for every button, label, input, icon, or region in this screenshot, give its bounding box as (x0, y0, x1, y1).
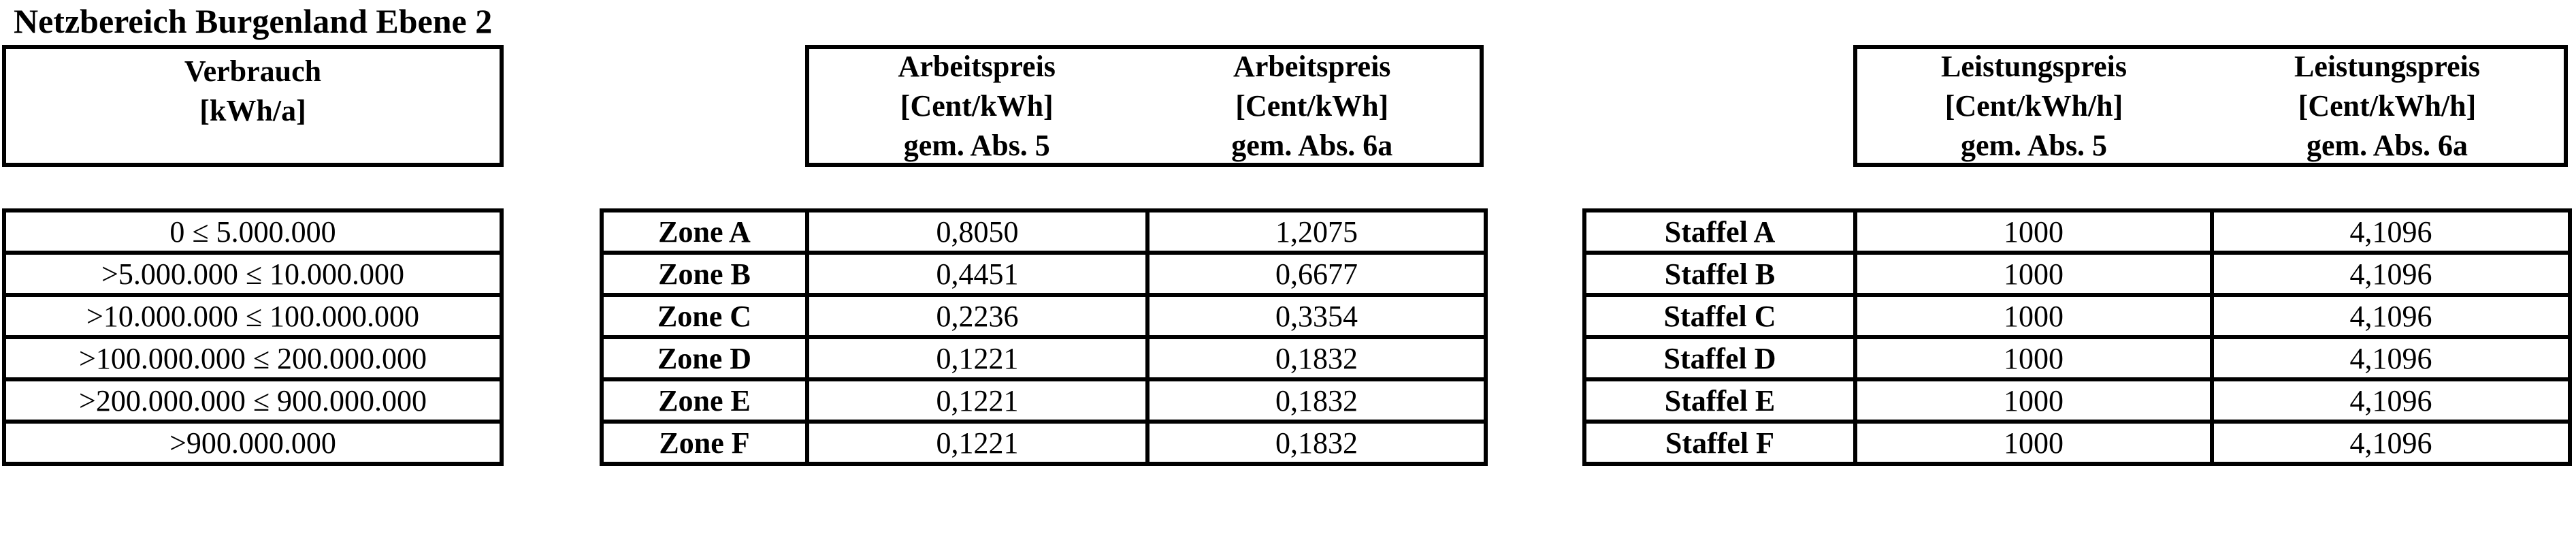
table-row: Zone A 0,8050 1,2075 (600, 208, 1488, 255)
table-row: >900.000.000 (2, 420, 504, 466)
table-row: Staffel B 1000 4,1096 (1582, 251, 2572, 297)
capacity-price-abs6a-cell: 4,1096 (2210, 251, 2572, 297)
staffel-label-cell: Staffel F (1582, 420, 1857, 466)
zone-label-cell: Zone E (600, 377, 809, 424)
header-ref: gem. Abs. 6a (2306, 128, 2468, 162)
zone-label-cell: Zone C (600, 293, 809, 339)
table-row: Staffel E 1000 4,1096 (1582, 377, 2572, 424)
energy-price-abs5-cell: 0,8050 (805, 208, 1150, 255)
consumption-range-cell: >100.000.000 ≤ 200.000.000 (2, 335, 504, 381)
capacity-price-abs6a-cell: 4,1096 (2210, 293, 2572, 339)
header-unit: [Cent/kWh/h] (2298, 89, 2477, 123)
consumption-header-unit: [kWh/a] (199, 94, 306, 127)
table-row: >200.000.000 ≤ 900.000.000 (2, 377, 504, 424)
table-row: Zone C 0,2236 0,3354 (600, 293, 1488, 339)
capacity-price-abs5-cell: 1000 (1853, 293, 2214, 339)
header-ref: gem. Abs. 6a (1231, 128, 1393, 162)
capacity-price-abs6a-cell: 4,1096 (2210, 335, 2572, 381)
consumption-header-name: Verbrauch (184, 54, 322, 88)
table-row: >5.000.000 ≤ 10.000.000 (2, 251, 504, 297)
energy-price-abs6a-cell: 0,3354 (1145, 293, 1488, 339)
page-title: Netzbereich Burgenland Ebene 2 (14, 2, 493, 40)
header-unit: [Cent/kWh] (1235, 89, 1389, 123)
header-ref: gem. Abs. 5 (1960, 128, 2108, 162)
energy-price-abs5-cell: 0,1221 (805, 335, 1150, 381)
staffel-label-cell: Staffel A (1582, 208, 1857, 255)
zone-label-cell: Zone A (600, 208, 809, 255)
energy-price-abs5-cell: 0,1221 (805, 420, 1150, 466)
capacity-price-abs5-cell: 1000 (1853, 377, 2214, 424)
header-name: Leistungspreis (1940, 49, 2127, 83)
table-row: Zone D 0,1221 0,1832 (600, 335, 1488, 381)
capacity-price-header-box: Leistungspreis [Cent/kWh/h] gem. Abs. 5 … (1853, 45, 2568, 167)
staffel-label-cell: Staffel D (1582, 335, 1857, 381)
capacity-price-abs5-cell: 1000 (1853, 251, 2214, 297)
header-ref: gem. Abs. 5 (903, 128, 1050, 162)
capacity-price-table: Staffel A 1000 4,1096 Staffel B 1000 4,1… (1582, 208, 2572, 466)
header-unit: [Cent/kWh] (900, 89, 1054, 123)
energy-price-abs6a-cell: 0,6677 (1145, 251, 1488, 297)
zone-label-cell: Zone B (600, 251, 809, 297)
consumption-table: 0 ≤ 5.000.000 >5.000.000 ≤ 10.000.000 >1… (2, 208, 504, 466)
energy-price-table: Zone A 0,8050 1,2075 Zone B 0,4451 0,667… (600, 208, 1488, 466)
header-name: Leistungspreis (2294, 49, 2481, 83)
capacity-price-header-abs5: Leistungspreis [Cent/kWh/h] gem. Abs. 5 (1857, 49, 2211, 163)
capacity-price-abs6a-cell: 4,1096 (2210, 377, 2572, 424)
table-row: Staffel F 1000 4,1096 (1582, 420, 2572, 466)
energy-price-abs5-cell: 0,1221 (805, 377, 1150, 424)
table-row: Zone B 0,4451 0,6677 (600, 251, 1488, 297)
header-unit: [Cent/kWh/h] (1944, 89, 2123, 123)
capacity-price-header-abs6a: Leistungspreis [Cent/kWh/h] gem. Abs. 6a (2211, 49, 2564, 163)
table-row: >10.000.000 ≤ 100.000.000 (2, 293, 504, 339)
consumption-range-cell: >200.000.000 ≤ 900.000.000 (2, 377, 504, 424)
consumption-header-box: Verbrauch [kWh/a] (2, 45, 504, 167)
capacity-price-abs5-cell: 1000 (1853, 335, 2214, 381)
capacity-price-abs5-cell: 1000 (1853, 420, 2214, 466)
zone-label-cell: Zone D (600, 335, 809, 381)
header-name: Arbeitspreis (898, 49, 1056, 83)
zone-label-cell: Zone F (600, 420, 809, 466)
capacity-price-abs5-cell: 1000 (1853, 208, 2214, 255)
table-row: Staffel D 1000 4,1096 (1582, 335, 2572, 381)
consumption-range-cell: >10.000.000 ≤ 100.000.000 (2, 293, 504, 339)
capacity-price-abs6a-cell: 4,1096 (2210, 420, 2572, 466)
energy-price-header-abs5: Arbeitspreis [Cent/kWh] gem. Abs. 5 (809, 49, 1145, 163)
energy-price-abs5-cell: 0,4451 (805, 251, 1150, 297)
header-name: Arbeitspreis (1233, 49, 1391, 83)
consumption-range-cell: >5.000.000 ≤ 10.000.000 (2, 251, 504, 297)
table-row: Staffel C 1000 4,1096 (1582, 293, 2572, 339)
table-row: Zone E 0,1221 0,1832 (600, 377, 1488, 424)
energy-price-abs6a-cell: 1,2075 (1145, 208, 1488, 255)
table-row: Zone F 0,1221 0,1832 (600, 420, 1488, 466)
table-row: >100.000.000 ≤ 200.000.000 (2, 335, 504, 381)
staffel-label-cell: Staffel C (1582, 293, 1857, 339)
table-row: Staffel A 1000 4,1096 (1582, 208, 2572, 255)
staffel-label-cell: Staffel E (1582, 377, 1857, 424)
consumption-range-cell: >900.000.000 (2, 420, 504, 466)
table-row: 0 ≤ 5.000.000 (2, 208, 504, 255)
energy-price-abs6a-cell: 0,1832 (1145, 377, 1488, 424)
energy-price-abs5-cell: 0,2236 (805, 293, 1150, 339)
staffel-label-cell: Staffel B (1582, 251, 1857, 297)
energy-price-abs6a-cell: 0,1832 (1145, 335, 1488, 381)
energy-price-abs6a-cell: 0,1832 (1145, 420, 1488, 466)
energy-price-header-box: Arbeitspreis [Cent/kWh] gem. Abs. 5 Arbe… (805, 45, 1484, 167)
capacity-price-abs6a-cell: 4,1096 (2210, 208, 2572, 255)
consumption-range-cell: 0 ≤ 5.000.000 (2, 208, 504, 255)
energy-price-header-abs6a: Arbeitspreis [Cent/kWh] gem. Abs. 6a (1145, 49, 1480, 163)
